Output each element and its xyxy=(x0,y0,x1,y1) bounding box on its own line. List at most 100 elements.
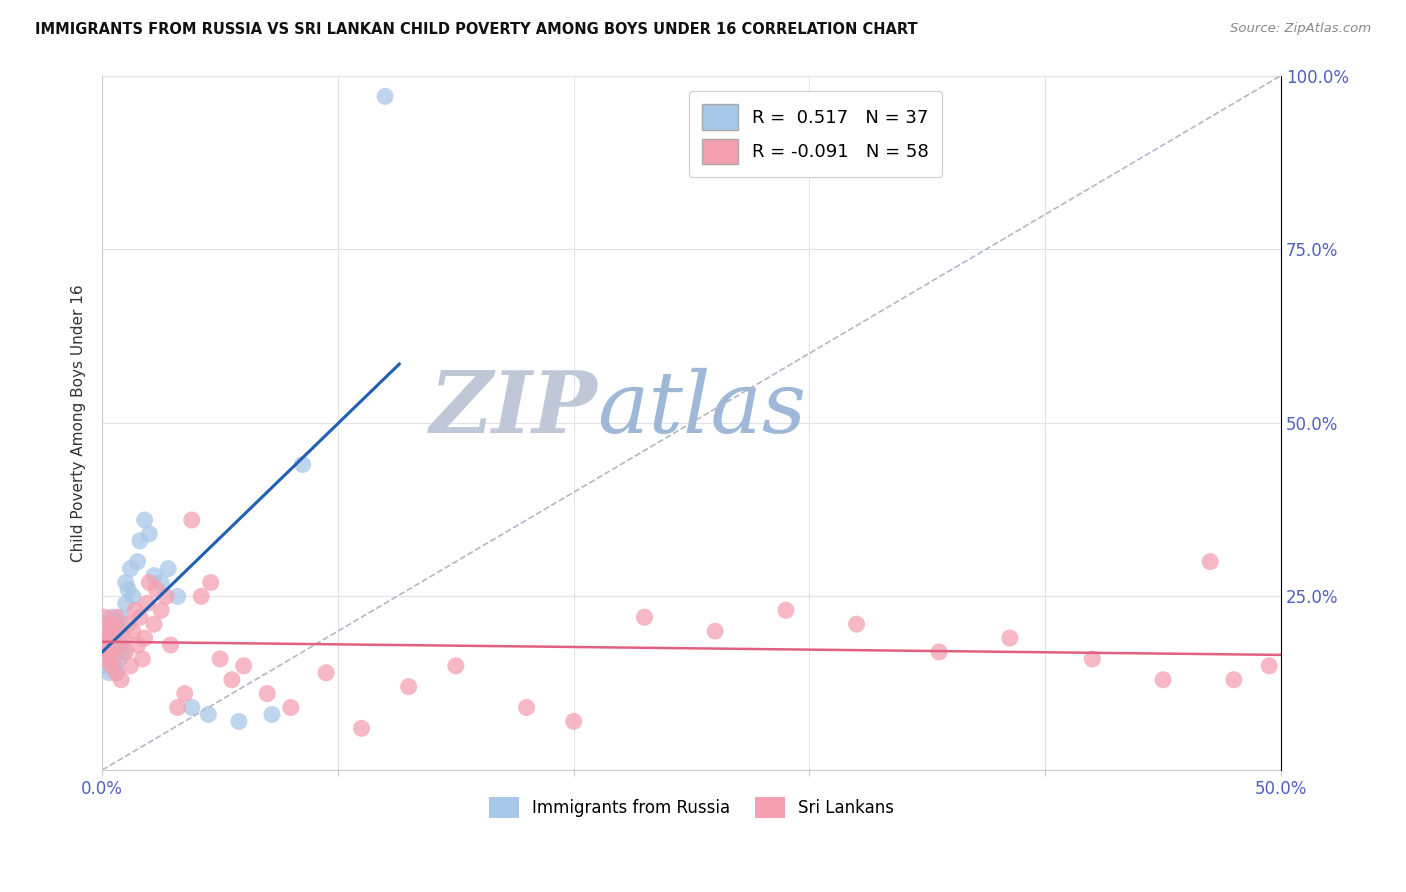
Point xyxy=(150,603,173,617)
Text: ZIP: ZIP xyxy=(429,368,598,450)
Point xyxy=(129,610,152,624)
Point xyxy=(1223,673,1246,687)
Point xyxy=(200,575,222,590)
Point xyxy=(845,617,868,632)
Point xyxy=(374,89,396,103)
Point xyxy=(444,658,467,673)
Point xyxy=(280,700,302,714)
Point xyxy=(121,624,143,639)
Point xyxy=(98,631,121,645)
Point xyxy=(112,645,135,659)
Point xyxy=(150,575,173,590)
Point xyxy=(120,658,142,673)
Point xyxy=(110,673,132,687)
Point xyxy=(96,645,118,659)
Text: atlas: atlas xyxy=(598,368,807,450)
Point xyxy=(221,673,243,687)
Point xyxy=(704,624,727,639)
Point xyxy=(100,638,122,652)
Point xyxy=(98,624,121,639)
Point xyxy=(166,700,188,714)
Point xyxy=(103,658,125,673)
Point xyxy=(120,561,142,575)
Point xyxy=(350,722,373,736)
Point xyxy=(114,596,136,610)
Point xyxy=(93,638,115,652)
Point xyxy=(105,665,128,680)
Point xyxy=(98,665,121,680)
Point xyxy=(998,631,1021,645)
Text: Source: ZipAtlas.com: Source: ZipAtlas.com xyxy=(1230,22,1371,36)
Point xyxy=(134,631,156,645)
Point xyxy=(1199,555,1222,569)
Point xyxy=(228,714,250,729)
Point xyxy=(117,582,139,597)
Text: IMMIGRANTS FROM RUSSIA VS SRI LANKAN CHILD POVERTY AMONG BOYS UNDER 16 CORRELATI: IMMIGRANTS FROM RUSSIA VS SRI LANKAN CHI… xyxy=(35,22,918,37)
Point xyxy=(562,714,585,729)
Point xyxy=(180,700,202,714)
Point xyxy=(928,645,950,659)
Point xyxy=(124,603,146,617)
Point xyxy=(633,610,655,624)
Point xyxy=(107,624,129,639)
Point xyxy=(103,631,125,645)
Point xyxy=(100,658,122,673)
Point xyxy=(398,680,420,694)
Point xyxy=(96,624,118,639)
Point xyxy=(100,617,122,632)
Point xyxy=(138,575,160,590)
Point xyxy=(93,610,115,624)
Point xyxy=(260,707,283,722)
Point xyxy=(1152,673,1174,687)
Legend: Immigrants from Russia, Sri Lankans: Immigrants from Russia, Sri Lankans xyxy=(482,790,901,824)
Point xyxy=(291,458,314,472)
Y-axis label: Child Poverty Among Boys Under 16: Child Poverty Among Boys Under 16 xyxy=(72,284,86,562)
Point xyxy=(131,652,153,666)
Point xyxy=(190,590,212,604)
Point xyxy=(197,707,219,722)
Point xyxy=(138,527,160,541)
Point xyxy=(96,617,118,632)
Point xyxy=(1081,652,1104,666)
Point xyxy=(180,513,202,527)
Point xyxy=(110,638,132,652)
Point xyxy=(93,658,115,673)
Point xyxy=(107,638,129,652)
Point xyxy=(129,533,152,548)
Point xyxy=(232,658,254,673)
Point xyxy=(209,652,232,666)
Point xyxy=(173,687,195,701)
Point xyxy=(96,652,118,666)
Point xyxy=(134,513,156,527)
Point xyxy=(110,610,132,624)
Point xyxy=(256,687,278,701)
Point xyxy=(93,631,115,645)
Point xyxy=(121,590,143,604)
Point xyxy=(157,561,180,575)
Point xyxy=(105,665,128,680)
Point xyxy=(159,638,181,652)
Point xyxy=(107,652,129,666)
Point xyxy=(166,590,188,604)
Point xyxy=(315,665,337,680)
Point xyxy=(516,700,538,714)
Point xyxy=(114,645,136,659)
Point xyxy=(127,638,149,652)
Point xyxy=(98,645,121,659)
Point xyxy=(103,624,125,639)
Point xyxy=(1258,658,1281,673)
Point xyxy=(155,590,177,604)
Point xyxy=(143,568,166,582)
Point xyxy=(100,610,122,624)
Point xyxy=(105,610,128,624)
Point xyxy=(127,555,149,569)
Point xyxy=(117,617,139,632)
Point xyxy=(112,631,135,645)
Point xyxy=(136,596,159,610)
Point xyxy=(145,582,167,597)
Point xyxy=(114,575,136,590)
Point xyxy=(143,617,166,632)
Point xyxy=(775,603,797,617)
Point xyxy=(105,617,128,632)
Point xyxy=(103,652,125,666)
